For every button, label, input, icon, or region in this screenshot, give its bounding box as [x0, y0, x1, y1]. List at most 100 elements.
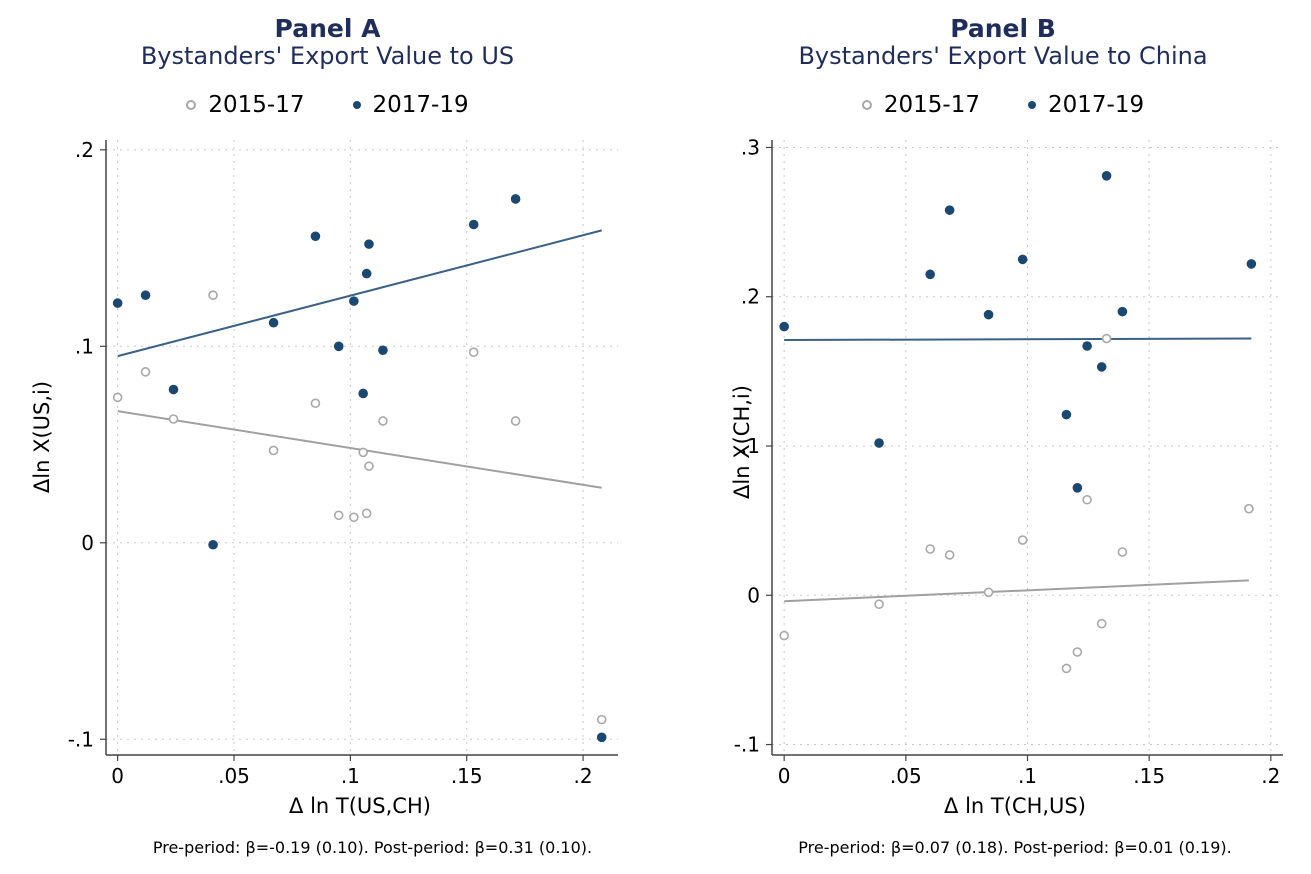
y-tick-label: .3 [741, 135, 760, 159]
data-point [779, 321, 789, 332]
legend-item-post: 2017-19 [352, 92, 469, 118]
data-point [358, 388, 368, 399]
hollow-circle-icon [861, 100, 872, 110]
y-axis-label: Δln X(CH,i) [730, 385, 754, 499]
x-tick-label: .15 [451, 764, 483, 788]
data-point [596, 732, 607, 743]
data-point [333, 510, 344, 521]
panel-subtitle: Bystanders' Export Value to US [140, 42, 515, 70]
y-tick-label: .2 [741, 285, 760, 309]
x-axis-label: Δ ln T(CH,US) [944, 794, 1086, 818]
panel-title: Panel A [274, 14, 381, 43]
data-point [1101, 171, 1112, 181]
legend-label-post: 2017-19 [372, 92, 469, 118]
data-point [925, 269, 935, 280]
legend-item-post: 2017-19 [1028, 92, 1144, 118]
data-point [310, 398, 321, 409]
x-axis-label: Δ ln T(US,CH) [289, 794, 431, 818]
regression-note: Pre-period: β=-0.19 (0.10). Post-period:… [152, 838, 593, 857]
filled-circle-icon [352, 101, 361, 109]
data-point [1072, 483, 1083, 493]
regression-note: Pre-period: β=0.07 (0.18). Post-period: … [798, 838, 1232, 857]
data-point [140, 367, 151, 377]
data-point [874, 438, 884, 448]
data-point [1101, 333, 1112, 344]
data-point [361, 268, 372, 279]
data-point [112, 392, 123, 403]
data-point [349, 296, 359, 306]
y-tick-label: .2 [75, 138, 94, 162]
data-point [1072, 647, 1083, 657]
data-point [1017, 535, 1028, 545]
x-tick-label: .15 [1133, 764, 1165, 788]
legend-item-pre: 2015-17 [861, 92, 980, 118]
legend-label-pre: 2015-17 [208, 92, 305, 118]
data-point [378, 345, 388, 356]
y-tick-label: .1 [75, 334, 94, 358]
data-point [268, 445, 279, 456]
data-point [168, 414, 179, 424]
legend-item-pre: 2015-17 [186, 92, 305, 118]
legend: 2015-17 2017-19 [695, 92, 1311, 118]
data-point [510, 416, 521, 426]
x-tick-label: .2 [574, 764, 593, 788]
data-point [1061, 663, 1072, 674]
data-point [310, 231, 321, 242]
data-point [1061, 409, 1072, 420]
data-point [983, 587, 994, 598]
data-point [779, 630, 789, 641]
data-point [468, 219, 479, 230]
legend-label-post: 2017-19 [1048, 92, 1145, 118]
data-point [1117, 547, 1128, 557]
data-point [361, 508, 372, 519]
panel-a: Panel A Bystanders' Export Value to US 2… [0, 0, 655, 874]
y-tick-label: -.1 [68, 727, 94, 751]
y-axis-label: Δln X(US,i) [30, 380, 54, 494]
fit-line [784, 579, 1249, 603]
data-point [168, 384, 179, 395]
data-point [112, 298, 123, 308]
data-point [510, 194, 521, 204]
x-tick-label: 0 [111, 764, 124, 788]
data-point [358, 447, 368, 458]
data-point [1117, 306, 1128, 317]
panel-subtitle: Bystanders' Export Value to China [798, 42, 1208, 70]
data-point [378, 416, 388, 426]
data-point [1082, 341, 1092, 351]
data-point [468, 347, 479, 358]
data-point [140, 290, 151, 301]
fit-line [784, 337, 1252, 342]
data-point [364, 461, 374, 471]
filled-circle-icon [1028, 101, 1036, 109]
y-tick-label: .1 [741, 434, 760, 458]
data-point [268, 317, 279, 328]
panel-title: Panel B [950, 14, 1056, 43]
legend-label-pre: 2015-17 [883, 92, 980, 118]
y-tick-label: -.1 [734, 733, 760, 757]
data-point [1017, 254, 1028, 265]
legend: 2015-17 2017-19 [0, 92, 655, 118]
data-point [944, 205, 955, 215]
y-tick-label: 0 [747, 583, 760, 607]
data-point [1082, 494, 1092, 505]
data-point [874, 599, 884, 610]
scatter-plot: 0 .05 .1 .15 .2 -.1 0 .1 .2 .3 [734, 135, 1283, 788]
x-tick-label: .2 [1261, 764, 1280, 788]
data-point [333, 341, 344, 352]
data-point [364, 239, 374, 249]
data-point [1096, 362, 1107, 372]
scatter-plot: 0 .05 .1 .15 .2 -.1 0 .1 .2 [68, 138, 618, 788]
data-point [208, 290, 218, 301]
x-tick-label: .05 [890, 764, 922, 788]
data-point [349, 512, 359, 523]
y-tick-label: 0 [81, 531, 94, 555]
data-point [1246, 259, 1257, 269]
fit-line [117, 229, 602, 358]
x-tick-label: .05 [218, 764, 250, 788]
data-point [1096, 618, 1107, 629]
hollow-circle-icon [186, 100, 197, 110]
data-point [983, 309, 994, 320]
data-point [925, 544, 935, 554]
data-point [596, 714, 607, 725]
data-point [1244, 503, 1254, 514]
